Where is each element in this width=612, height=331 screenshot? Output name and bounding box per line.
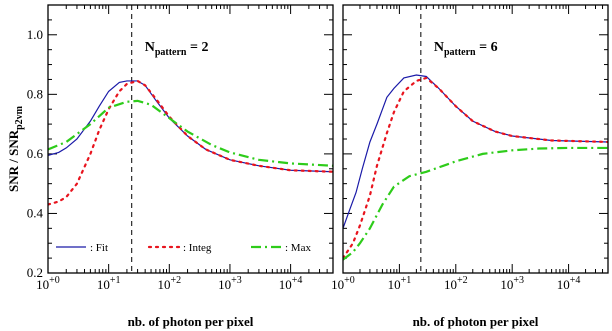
y-tick-label: 0.4 (27, 205, 44, 220)
legend-label-integ: : Integ (183, 242, 212, 254)
x-tick-label-exponent: +0 (49, 275, 60, 286)
series-line-integ (48, 79, 333, 206)
x-tick-label-base: 10 (331, 277, 344, 292)
x-tick-label-exponent: +1 (401, 275, 412, 286)
x-tick-label: 10+0 (36, 275, 60, 292)
plot-frame (47, 4, 334, 274)
x-tick-label-exponent: +4 (570, 275, 581, 286)
series-line-max (48, 99, 333, 167)
series-line-integ (343, 76, 608, 260)
panel-annotation: Npattern = 6 (434, 40, 498, 58)
x-tick-label-base: 10 (36, 277, 49, 292)
annotation-subscript: pattern (155, 47, 187, 58)
y-tick-label: 0.6 (27, 146, 44, 161)
x-tick-label-base: 10 (157, 277, 170, 292)
x-tick-label-base: 10 (279, 277, 292, 292)
x-tick-label: 10+4 (279, 275, 303, 292)
x-tick-label: 10+4 (557, 275, 581, 292)
x-tick-label: 10+1 (97, 275, 121, 292)
annotation-subscript: pattern (444, 47, 476, 58)
annotation-rest: = 2 (187, 40, 209, 55)
series-line-max (343, 146, 608, 261)
plot-frame (342, 4, 609, 274)
y-tick-label: 0.2 (27, 265, 43, 280)
legend-label-max: : Max (285, 242, 311, 254)
x-tick-label-base: 10 (557, 277, 570, 292)
shared-y-axis-label-main: SNR / SNR (6, 129, 21, 192)
x-tick-label-base: 10 (97, 277, 110, 292)
y-tick-label: 1.0 (27, 27, 43, 42)
x-tick-label-exponent: +2 (457, 275, 468, 286)
x-tick-label: 10+2 (157, 275, 181, 292)
x-tick-label: 10+3 (218, 275, 242, 292)
x-tick-label: 10+0 (331, 275, 355, 292)
legend-label-fit: : Fit (90, 242, 108, 254)
shared-y-axis-label: SNR / SNRp2vm (6, 105, 25, 192)
x-axis-label: nb. of photon per pixel (413, 314, 539, 329)
x-tick-label-exponent: +4 (292, 275, 303, 286)
shared-y-axis-label-sub: p2vm (14, 105, 25, 130)
panel-annotation: Npattern = 2 (145, 40, 209, 58)
annotation-main: N (145, 40, 155, 55)
x-tick-label: 10+2 (444, 275, 468, 292)
x-axis-label: nb. of photon per pixel (128, 314, 254, 329)
x-tick-label: 10+3 (500, 275, 524, 292)
x-tick-label: 10+1 (388, 275, 412, 292)
x-tick-label-exponent: +3 (231, 275, 242, 286)
x-tick-label-base: 10 (500, 277, 513, 292)
x-tick-label-base: 10 (218, 277, 231, 292)
annotation-main: N (434, 40, 444, 55)
x-tick-label-exponent: +2 (170, 275, 181, 286)
annotation-rest: = 6 (476, 40, 498, 55)
x-tick-label-exponent: +3 (513, 275, 524, 286)
x-tick-label-base: 10 (388, 277, 401, 292)
x-tick-label-exponent: +1 (110, 275, 121, 286)
chart-panel-1: 10+0 10+1 10+2 10+3 10+40.20.40.60.81.0Npatt… (27, 4, 334, 329)
y-tick-label: 0.8 (27, 86, 43, 101)
series-line-fit (48, 80, 333, 173)
x-tick-label-exponent: +0 (344, 275, 355, 286)
legend: : Fit : Integ : Max (56, 242, 311, 254)
x-tick-label-base: 10 (444, 277, 457, 292)
